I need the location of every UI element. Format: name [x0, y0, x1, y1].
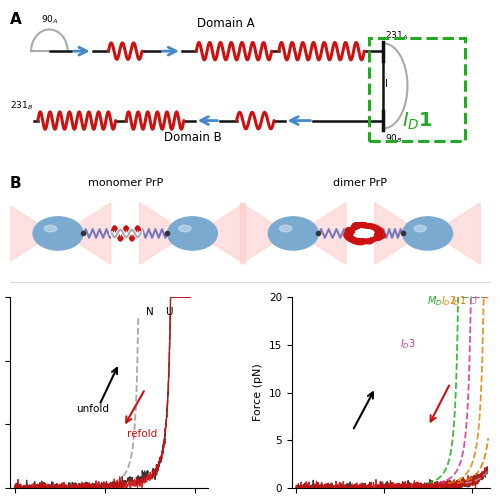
Text: $I_D$3: $I_D$3 [400, 337, 416, 351]
Text: $\mathit{I_D}$1: $\mathit{I_D}$1 [402, 111, 432, 132]
Text: refold: refold [127, 429, 158, 439]
Text: 90$_B$: 90$_B$ [386, 132, 403, 145]
Ellipse shape [178, 225, 191, 232]
Text: unfold: unfold [76, 404, 109, 414]
Y-axis label: Force (pN): Force (pN) [253, 364, 263, 421]
Text: A: A [10, 12, 22, 27]
Polygon shape [375, 203, 423, 264]
Text: U: U [165, 307, 172, 317]
Text: $M_D$: $M_D$ [427, 294, 442, 308]
Text: $I_D$2: $I_D$2 [440, 294, 456, 308]
Ellipse shape [280, 225, 292, 232]
Text: Domain B: Domain B [164, 131, 222, 144]
Ellipse shape [44, 225, 57, 232]
Text: 90$_A$: 90$_A$ [40, 14, 58, 26]
Text: B: B [10, 176, 22, 191]
Text: N: N [146, 307, 154, 317]
Polygon shape [197, 203, 245, 264]
Polygon shape [432, 203, 480, 264]
Polygon shape [5, 203, 53, 264]
Ellipse shape [33, 217, 83, 250]
Text: 231$_B$: 231$_B$ [10, 100, 34, 112]
Ellipse shape [268, 217, 318, 250]
Ellipse shape [414, 225, 426, 232]
Text: 231$_A$: 231$_A$ [386, 29, 408, 42]
Polygon shape [240, 203, 288, 264]
Text: monomer PrP: monomer PrP [88, 178, 163, 188]
Ellipse shape [402, 217, 452, 250]
Polygon shape [63, 203, 111, 264]
Text: U: U [469, 296, 476, 306]
Polygon shape [298, 203, 346, 264]
Ellipse shape [168, 217, 218, 250]
Text: Domain A: Domain A [197, 17, 255, 30]
Text: I: I [386, 79, 388, 89]
Text: dimer PrP: dimer PrP [334, 178, 388, 188]
Text: $I_D$1: $I_D$1 [452, 294, 467, 308]
Polygon shape [140, 203, 188, 264]
